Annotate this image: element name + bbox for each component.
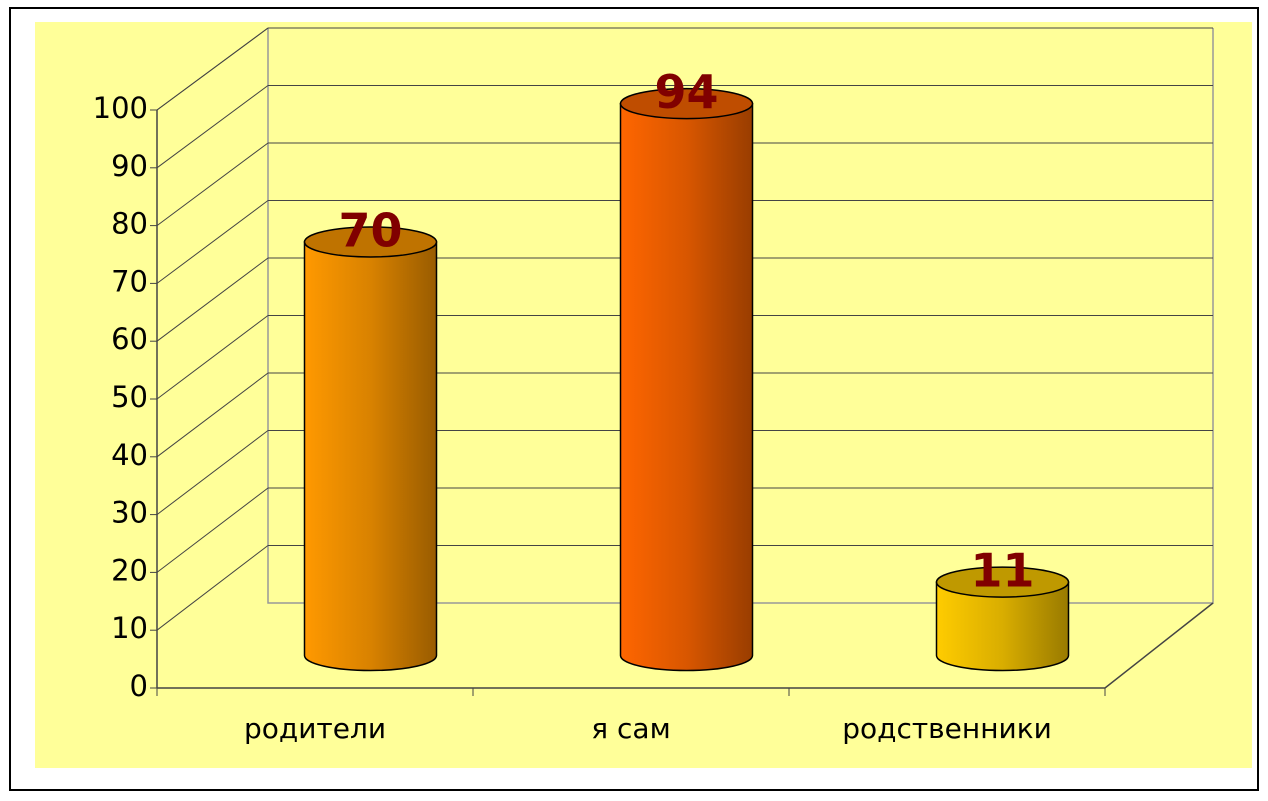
grid-line: [156, 315, 269, 400]
data-label: 94: [654, 65, 718, 119]
grid-line: [156, 487, 269, 573]
y-tick-label: 50: [111, 380, 148, 414]
bar: [935, 581, 1070, 672]
bar-top: [303, 226, 438, 258]
grid-line: [156, 257, 269, 342]
y-tick-label: 100: [93, 91, 148, 125]
grid-line: [156, 372, 269, 458]
grid-line: [156, 430, 269, 515]
x-tick-label: я сам: [591, 712, 670, 745]
bar-top: [619, 87, 754, 120]
grid-line: [156, 200, 269, 284]
y-tick-label: 20: [111, 553, 148, 587]
y-tick-label: 80: [111, 207, 148, 241]
grid-line: [156, 85, 269, 169]
x-tick-label: родители: [244, 712, 386, 745]
data-label: 70: [338, 203, 402, 257]
grid-line: [156, 142, 269, 227]
grid-line: [156, 545, 269, 631]
bar: [303, 241, 438, 672]
bar: [619, 102, 754, 672]
x-tick-label: родственники: [842, 712, 1052, 745]
y-tick-label: 0: [130, 669, 148, 703]
y-tick-label: 10: [111, 611, 148, 645]
y-tick-label: 60: [111, 322, 148, 356]
grid-line: [156, 27, 269, 111]
y-tick-label: 40: [111, 438, 148, 472]
bar-top: [935, 566, 1070, 598]
y-tick-label: 70: [111, 264, 148, 298]
y-tick-label: 30: [111, 496, 148, 530]
data-label: 11: [970, 544, 1034, 598]
y-tick-label: 90: [111, 149, 148, 183]
